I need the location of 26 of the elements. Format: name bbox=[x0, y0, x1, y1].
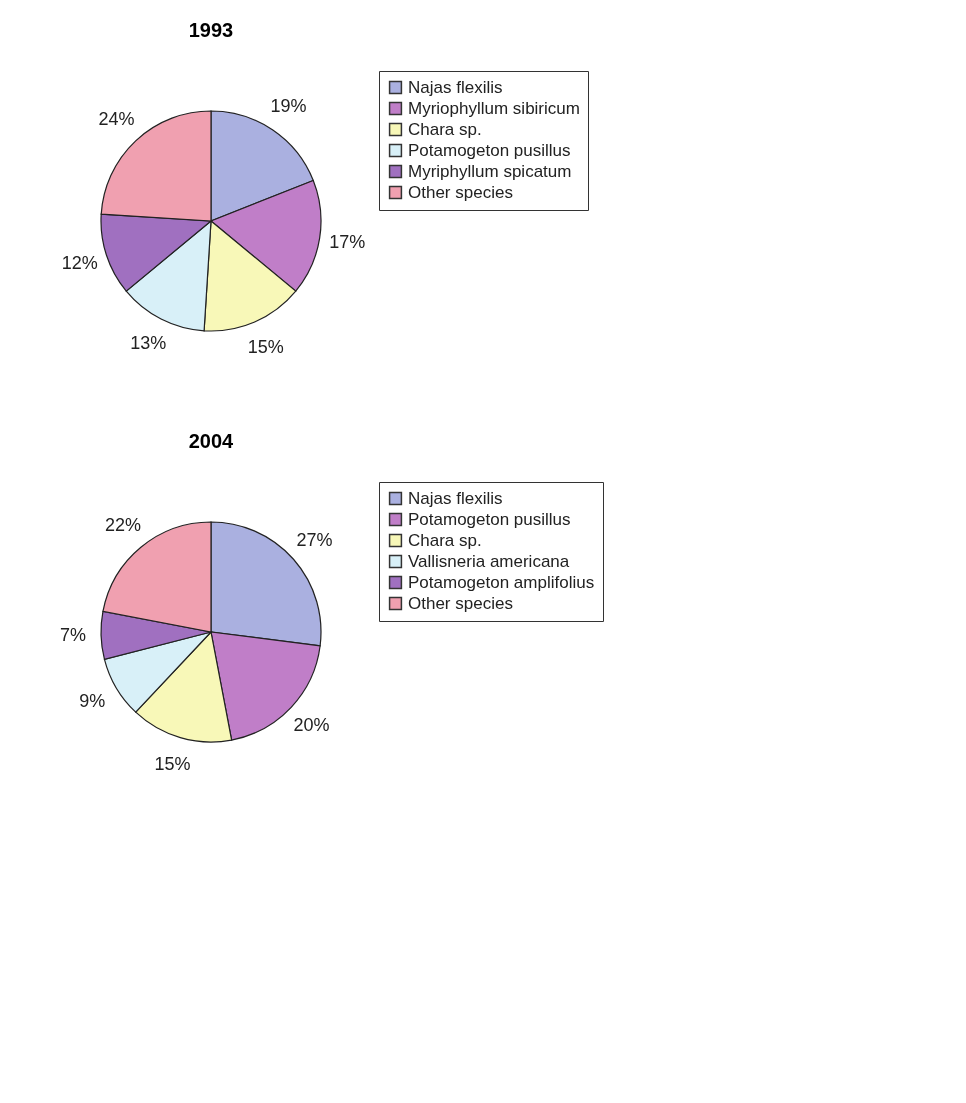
data-label: 22% bbox=[105, 514, 142, 535]
legend-label: Potamogeton pusillus bbox=[408, 140, 571, 160]
data-label: 24% bbox=[98, 109, 135, 130]
data-label: 17% bbox=[329, 231, 366, 252]
legend-label: Chara sp. bbox=[408, 530, 482, 550]
data-label: 27% bbox=[296, 529, 333, 550]
data-label: 19% bbox=[270, 95, 307, 116]
legend-label: Najas flexilis bbox=[408, 77, 503, 97]
data-label: 15% bbox=[154, 753, 191, 774]
data-label: 15% bbox=[247, 336, 284, 357]
data-label: 9% bbox=[79, 691, 106, 712]
data-label: 13% bbox=[130, 332, 167, 353]
legend-label: Myriphyllum spicatum bbox=[408, 161, 572, 181]
legend-label: Potamogeton pusillus bbox=[408, 509, 571, 529]
chart-title: 2004 bbox=[188, 429, 235, 452]
legend-label: Potamogeton amplifolius bbox=[408, 572, 595, 592]
legend-label: Chara sp. bbox=[408, 119, 482, 139]
data-label: 12% bbox=[61, 252, 98, 273]
legend-label: Vallisneria americana bbox=[408, 551, 570, 571]
legend-label: Other species bbox=[408, 182, 513, 202]
legend-label: Najas flexilis bbox=[408, 488, 503, 508]
chart-title: 1993 bbox=[188, 18, 234, 41]
data-label: 20% bbox=[293, 715, 330, 736]
legend-label: Myriophyllum sibiricum bbox=[408, 98, 580, 118]
legend-label: Other species bbox=[408, 593, 513, 613]
data-label: 7% bbox=[60, 625, 87, 646]
